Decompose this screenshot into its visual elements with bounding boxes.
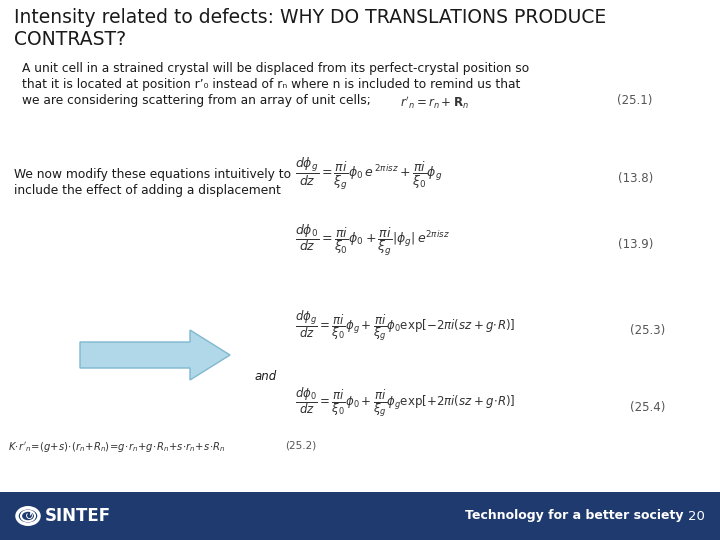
Text: $\dfrac{d\phi_0}{dz} = \dfrac{\pi i}{\xi_0}\phi_0 + \dfrac{\pi i}{\xi_g}\phi_g\e: $\dfrac{d\phi_0}{dz} = \dfrac{\pi i}{\xi… <box>295 385 516 418</box>
Text: $\circlearrowleft$: $\circlearrowleft$ <box>22 511 35 521</box>
Text: (25.2): (25.2) <box>285 440 316 450</box>
Text: $K\!\cdot\!r'_n\!=\!(g\!+\!s)\!\cdot\!(r_n\!+\!R_n)\!=\!g\!\cdot\!r_n\!+\!g\!\cd: $K\!\cdot\!r'_n\!=\!(g\!+\!s)\!\cdot\!(r… <box>8 440 225 454</box>
Text: (25.1): (25.1) <box>617 94 652 107</box>
Text: Technology for a better society: Technology for a better society <box>465 510 683 523</box>
Text: (13.8): (13.8) <box>618 172 653 185</box>
Text: Intensity related to defects: WHY DO TRANSLATIONS PRODUCE: Intensity related to defects: WHY DO TRA… <box>14 8 606 27</box>
Text: $\dfrac{d\phi_g}{dz} = \dfrac{\pi i}{\xi_g}\phi_0\, e^{\,2\pi i s z} + \dfrac{\p: $\dfrac{d\phi_g}{dz} = \dfrac{\pi i}{\xi… <box>295 156 442 192</box>
Text: we are considering scattering from an array of unit cells;: we are considering scattering from an ar… <box>22 94 371 107</box>
Text: that it is located at position r’₀ instead of rₙ where n is included to remind u: that it is located at position r’₀ inste… <box>22 78 521 91</box>
Text: $\dfrac{d\phi_g}{dz} = \dfrac{\pi i}{\xi_0}\phi_g + \dfrac{\pi i}{\xi_g}\phi_0\e: $\dfrac{d\phi_g}{dz} = \dfrac{\pi i}{\xi… <box>295 308 516 343</box>
Bar <box>0 492 720 540</box>
Text: 20: 20 <box>688 510 705 523</box>
Text: A unit cell in a strained crystal will be displaced from its perfect-crystal pos: A unit cell in a strained crystal will b… <box>22 62 529 75</box>
Text: and: and <box>255 370 277 383</box>
Polygon shape <box>80 330 230 380</box>
Text: CONTRAST?: CONTRAST? <box>14 30 126 49</box>
Text: We now modify these equations intuitively to: We now modify these equations intuitivel… <box>14 168 291 181</box>
Text: include the effect of adding a displacement: include the effect of adding a displacem… <box>14 184 281 197</box>
Text: $\dfrac{d\phi_0}{dz} = \dfrac{\pi i}{\xi_0}\phi_0 + \dfrac{\pi i}{\xi_g}|\phi_g|: $\dfrac{d\phi_0}{dz} = \dfrac{\pi i}{\xi… <box>295 222 450 257</box>
Text: $r'_n = r_n + \mathbf{R}_n$: $r'_n = r_n + \mathbf{R}_n$ <box>400 94 469 111</box>
Text: (25.3): (25.3) <box>630 324 665 337</box>
Text: SINTEF: SINTEF <box>45 507 111 525</box>
Text: (13.9): (13.9) <box>618 238 653 251</box>
Text: (25.4): (25.4) <box>630 401 665 414</box>
